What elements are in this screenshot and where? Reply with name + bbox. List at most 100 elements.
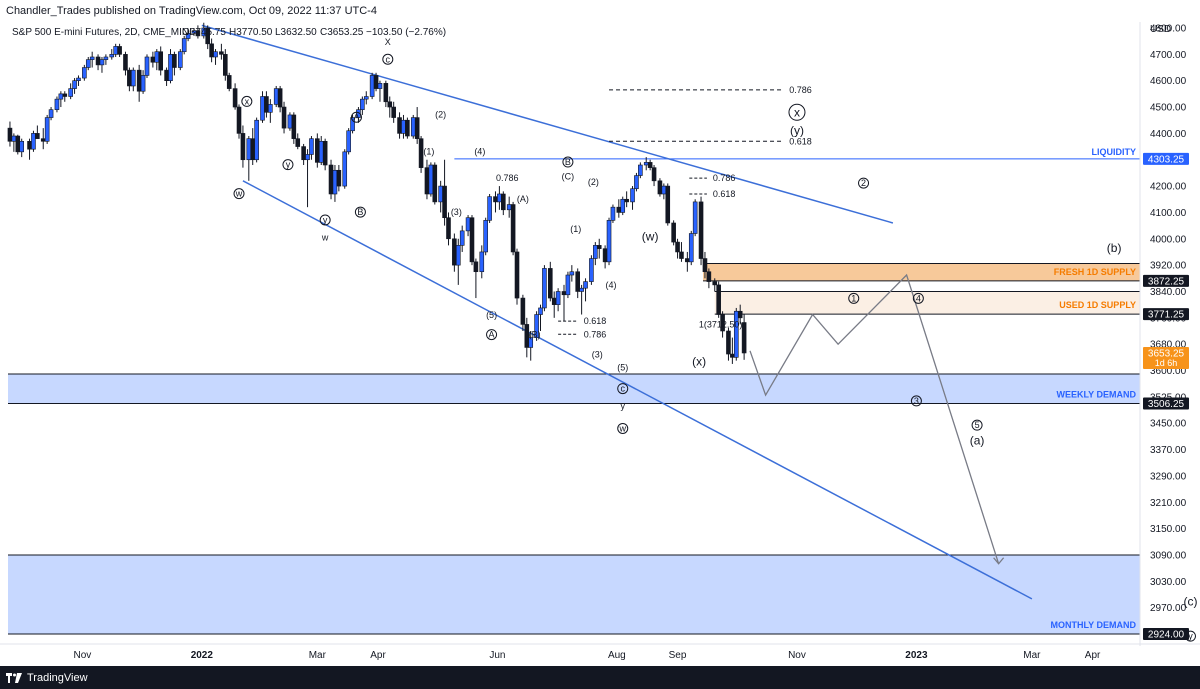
candle-up (638, 164, 643, 176)
wave-label: 5 (975, 420, 980, 430)
candle-up (309, 138, 314, 155)
candle-down (685, 258, 690, 263)
wave-label: (4) (605, 280, 616, 290)
candle-down (501, 193, 506, 211)
candle-up (555, 291, 561, 305)
wave-label: 2 (861, 178, 866, 188)
wave-circle (354, 206, 366, 218)
candle-up (140, 75, 146, 92)
publish-header: Chandler_Trades published on TradingView… (0, 0, 1200, 22)
candle-down (551, 297, 557, 305)
zone-rect (8, 554, 1140, 634)
candle-down (387, 101, 393, 108)
candle-down (383, 83, 389, 103)
footer-brand: TradingView (27, 671, 88, 684)
candle-up (89, 56, 95, 60)
wave-circle (858, 177, 870, 189)
wave-label: (y) (790, 124, 804, 138)
candle-down (651, 167, 657, 182)
candle-up (185, 32, 191, 39)
projection-path (749, 273, 1000, 564)
candle-up (688, 233, 694, 263)
wave-label: (2) (435, 110, 446, 120)
candle-up (643, 162, 649, 166)
wave-label: (c) (1183, 594, 1197, 608)
candle-down (414, 117, 420, 139)
candle-down (737, 310, 743, 319)
price-tick-label: 3290.00 (1150, 471, 1187, 482)
wave-label: y (286, 160, 291, 170)
candle-down (127, 69, 132, 87)
candle-down (720, 314, 725, 332)
zone-label: USED 1D SUPPLY (1059, 300, 1136, 310)
price-label-text: 3653.25 (1148, 348, 1185, 359)
candle-up (483, 220, 488, 253)
fib-level-label: 0.618 (584, 316, 607, 326)
price-tick-label: 4500.00 (1150, 103, 1187, 114)
candle-down (62, 93, 68, 97)
candle-down (657, 180, 663, 195)
wave-label: (w) (642, 229, 659, 243)
candle-down (473, 261, 479, 273)
wave-label: y (620, 401, 625, 411)
candle-down (264, 96, 269, 113)
candle-down (671, 222, 676, 243)
candle-down (336, 169, 342, 187)
candle-down (698, 201, 704, 259)
candle-up (459, 230, 465, 246)
candle-down (520, 297, 526, 325)
candle-up (109, 54, 115, 58)
price-label-text: 4303.25 (1148, 154, 1185, 165)
price-label-text: 3506.25 (1148, 399, 1185, 410)
candle-down (219, 51, 224, 55)
candle-up (318, 140, 324, 163)
candle-down (15, 135, 21, 153)
candle-up (85, 59, 91, 68)
candle-up (630, 188, 635, 203)
time-tick-label: Jun (489, 650, 505, 661)
wave-label: y (1188, 631, 1193, 641)
price-tick-label: 3920.00 (1150, 261, 1187, 272)
candle-down (209, 43, 214, 58)
ohlc-high: H3770.50 (229, 27, 273, 38)
candle-down (616, 206, 622, 213)
price-label-box (1143, 274, 1189, 287)
price-tick-label: 3370.00 (1150, 445, 1187, 456)
candle-up (154, 51, 160, 63)
wave-label: (2) (588, 177, 599, 187)
wave-label: w (618, 423, 626, 433)
wave-circle (912, 292, 924, 304)
price-tick-label: 3030.00 (1150, 577, 1187, 588)
candle-up (54, 98, 60, 110)
candle-down (322, 140, 328, 166)
wave-circle (241, 95, 253, 107)
symbol-title: S&P 500 E-mini Futures, 2D, CME_MINI (12, 27, 192, 38)
tradingview-logo-icon (6, 672, 22, 683)
candle-up (733, 310, 739, 358)
candle-down (647, 162, 653, 168)
candle-down (27, 140, 32, 150)
candle-down (123, 54, 128, 71)
wave-label: 0.786 (496, 173, 519, 183)
candle-up (542, 268, 547, 309)
publish-text: Chandler_Trades published on TradingView… (6, 5, 377, 17)
price-chart[interactable]: FRESH 1D SUPPLY USED 1D SUPPLY WEEKLY DEMA… (0, 22, 1200, 666)
candle-down (232, 88, 238, 108)
price-axis[interactable]: 4800.004700.004600.004500.004400.004300.… (1150, 24, 1187, 641)
wave-label: x (245, 96, 250, 106)
candle-up (58, 93, 64, 100)
channel-line (242, 180, 1033, 600)
time-axis[interactable]: Nov 2022 Mar Apr Jun Aug Sep Nov 2023 Mar Apr (73, 650, 1101, 661)
projection-arrowhead (993, 557, 1005, 565)
channel-line (201, 24, 894, 224)
wave-label: (x) (692, 355, 706, 369)
candle-up (661, 185, 667, 195)
candle-up (369, 75, 375, 97)
candle-up (268, 104, 273, 113)
candles-layer (7, 22, 747, 364)
candle-down (514, 251, 520, 299)
wave-label: (B) (529, 330, 541, 340)
price-tick-label: 4200.00 (1150, 182, 1187, 193)
candle-down (391, 106, 396, 118)
